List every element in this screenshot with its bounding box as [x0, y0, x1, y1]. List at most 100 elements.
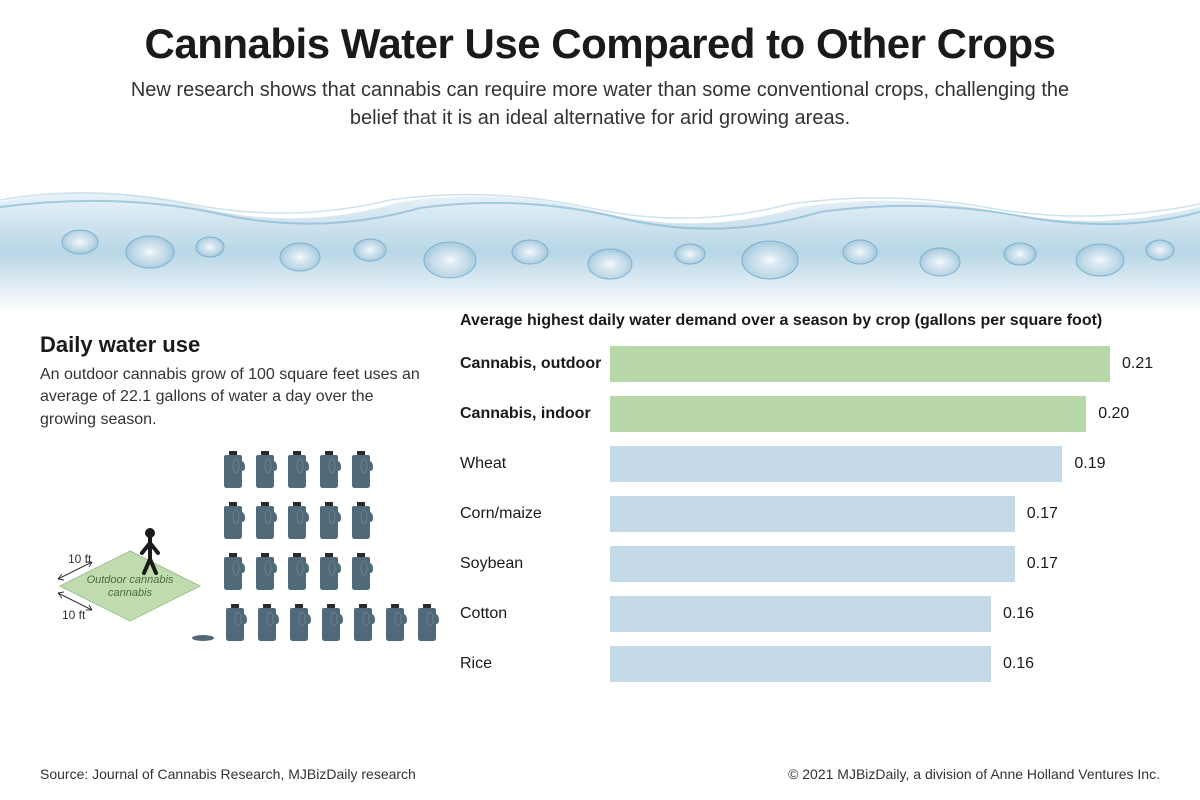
bar-row: Wheat 0.19 [460, 446, 1160, 482]
jug-icon [414, 604, 440, 642]
jug-icon [220, 451, 246, 489]
jug-icon [254, 604, 280, 647]
jug-icon [284, 553, 310, 596]
svg-text:cannabis: cannabis [108, 587, 153, 599]
dimension-1: 10 ft [68, 552, 92, 566]
jug-grid [220, 451, 440, 647]
bar-track: 0.19 [610, 446, 1160, 482]
jug-fraction-icon [190, 604, 216, 647]
bar-row: Cannabis, outdoor 0.21 [460, 346, 1160, 382]
bar-track: 0.16 [610, 596, 1160, 632]
daily-use-title: Daily water use [40, 332, 420, 358]
bar-label: Cannabis, indoor [460, 405, 610, 423]
bar-value: 0.17 [1027, 555, 1058, 573]
copyright-text: © 2021 MJBizDaily, a division of Anne Ho… [788, 766, 1160, 782]
bar-value: 0.19 [1074, 455, 1105, 473]
jug-icon [316, 502, 342, 545]
header: Cannabis Water Use Compared to Other Cro… [0, 0, 1200, 142]
jug-icon [220, 502, 246, 545]
content-area: Daily water use An outdoor cannabis grow… [0, 292, 1200, 691]
bar-row: Corn/maize0.17 [460, 496, 1160, 532]
bar-track: 0.17 [610, 496, 1160, 532]
jug-icon [254, 604, 280, 642]
bar-label: Cannabis, outdoor [460, 355, 610, 373]
jug-icon [382, 604, 408, 642]
plot-label: Outdoor cannabis [87, 574, 174, 586]
bar-row: Rice 0.16 [460, 646, 1160, 682]
bar-value: 0.16 [1003, 605, 1034, 623]
jug-row [220, 502, 440, 545]
jug-icon [222, 604, 248, 642]
jug-row [220, 451, 440, 494]
jug-icon [284, 451, 310, 489]
bar-fill [610, 496, 1015, 532]
bar-chart: Cannabis, outdoor 0.21 Cannabis, indoor 0.2… [460, 346, 1160, 682]
jug-icon [348, 502, 374, 540]
chart-title: Average highest daily water demand over … [460, 312, 1160, 330]
jug-icon [220, 451, 246, 494]
jug-icon [284, 502, 310, 540]
jug-icon [318, 604, 344, 647]
bar-track: 0.16 [610, 646, 1160, 682]
jug-icon [348, 553, 374, 591]
bar-fill [610, 346, 1110, 382]
jug-row [220, 553, 440, 596]
jug-icon [348, 451, 374, 489]
bar-label: Rice [460, 655, 610, 673]
bar-value: 0.21 [1122, 355, 1153, 373]
bar-fill [610, 646, 991, 682]
bar-track: 0.21 [610, 346, 1160, 382]
left-panel: Daily water use An outdoor cannabis grow… [40, 292, 420, 691]
jug-icon [350, 604, 376, 642]
jug-icon [220, 502, 246, 540]
chart-panel: Average highest daily water demand over … [460, 292, 1160, 691]
bar-row: Cannabis, indoor 0.20 [460, 396, 1160, 432]
jug-icon [316, 451, 342, 489]
jug-icon [316, 451, 342, 494]
dimension-2: 10 ft [62, 608, 86, 622]
jug-icon [252, 502, 278, 545]
bar-value: 0.20 [1098, 405, 1129, 423]
footer: Source: Journal of Cannabis Research, MJ… [40, 766, 1160, 782]
main-title: Cannabis Water Use Compared to Other Cro… [40, 20, 1160, 68]
jug-icon [348, 553, 374, 596]
jug-row [190, 604, 440, 647]
jug-icon [222, 604, 248, 647]
bar-track: 0.20 [610, 396, 1160, 432]
jug-icon [284, 451, 310, 494]
jug-icon [252, 502, 278, 540]
jug-icon [252, 553, 278, 591]
bar-row: Cotton 0.16 [460, 596, 1160, 632]
bar-fill [610, 596, 991, 632]
daily-use-text: An outdoor cannabis grow of 100 square f… [40, 364, 420, 431]
jug-icon [252, 553, 278, 596]
jug-icon [220, 553, 246, 591]
bar-fill [610, 446, 1062, 482]
subtitle: New research shows that cannabis can req… [120, 76, 1080, 132]
bar-row: Soybean 0.17 [460, 546, 1160, 582]
jug-icon [414, 604, 440, 647]
bar-track: 0.17 [610, 546, 1160, 582]
jug-icon [252, 451, 278, 494]
jug-icon [284, 553, 310, 591]
jug-icon [316, 553, 342, 596]
jug-icon [284, 502, 310, 545]
jug-icon [220, 553, 246, 596]
bar-label: Cotton [460, 605, 610, 623]
bar-value: 0.16 [1003, 655, 1034, 673]
source-text: Source: Journal of Cannabis Research, MJ… [40, 766, 416, 782]
jug-icon [382, 604, 408, 647]
jug-icon [348, 502, 374, 545]
bar-fill [610, 546, 1015, 582]
jug-icon [316, 502, 342, 540]
jug-icon [286, 604, 312, 642]
bar-label: Wheat [460, 455, 610, 473]
water-illustration [0, 152, 1200, 312]
jug-icon [316, 553, 342, 591]
bar-label: Soybean [460, 555, 610, 573]
jug-icon [318, 604, 344, 642]
bar-label: Corn/maize [460, 505, 610, 523]
bar-fill [610, 396, 1086, 432]
jug-icon [252, 451, 278, 489]
diagram-area: Outdoor cannabis cannabis 10 ft 10 ft [40, 451, 420, 691]
